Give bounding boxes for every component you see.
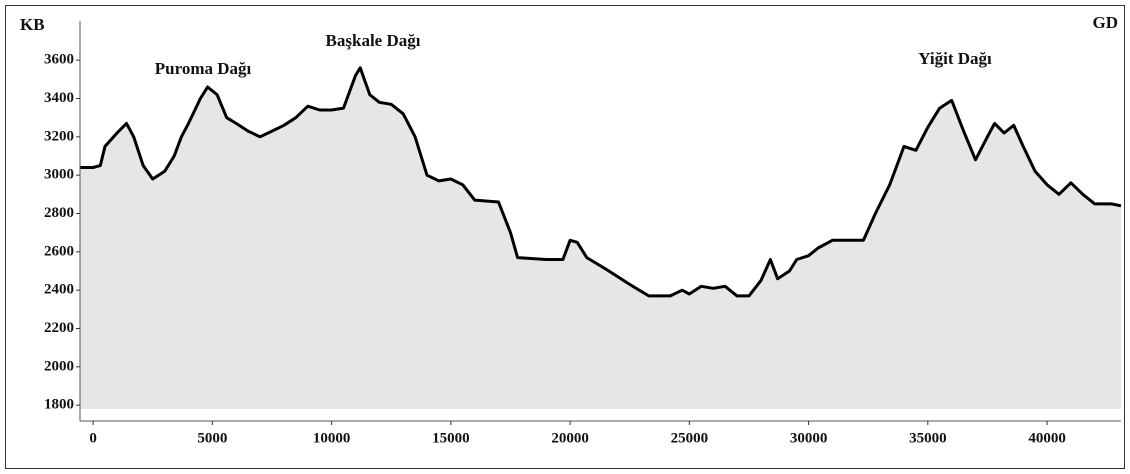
- annotation: Başkale Dağı: [326, 31, 421, 50]
- y-tick-label: 2000: [44, 358, 74, 374]
- y-tick-label: 2200: [44, 320, 74, 336]
- y-tick-label: 2600: [44, 243, 74, 259]
- x-tick-label: 5000: [197, 430, 227, 446]
- y-tick-label: 1800: [44, 397, 74, 413]
- y-tick-label: 3000: [44, 167, 74, 183]
- x-tick-label: 30000: [790, 430, 828, 446]
- x-tick-label: 40000: [1028, 430, 1066, 446]
- x-tick-label: 25000: [671, 430, 709, 446]
- x-tick-label: 0: [89, 430, 97, 446]
- annotation: KB: [20, 15, 45, 34]
- y-tick-label: 3400: [44, 90, 74, 106]
- y-tick-label: 2400: [44, 282, 74, 298]
- annotation: Puroma Dağı: [155, 59, 252, 78]
- annotation: GD: [1093, 13, 1119, 32]
- x-tick-label: 35000: [909, 430, 947, 446]
- y-tick-label: 3200: [44, 128, 74, 144]
- x-tick-label: 20000: [551, 430, 589, 446]
- x-tick-label: 15000: [432, 430, 470, 446]
- annotation: Yiğit Dağı: [918, 49, 992, 68]
- area-fill: [80, 67, 1121, 410]
- y-tick-label: 2800: [44, 205, 74, 221]
- y-tick-label: 3600: [44, 52, 74, 68]
- profile-line: [80, 66, 1122, 298]
- x-tick-label: 10000: [313, 430, 351, 446]
